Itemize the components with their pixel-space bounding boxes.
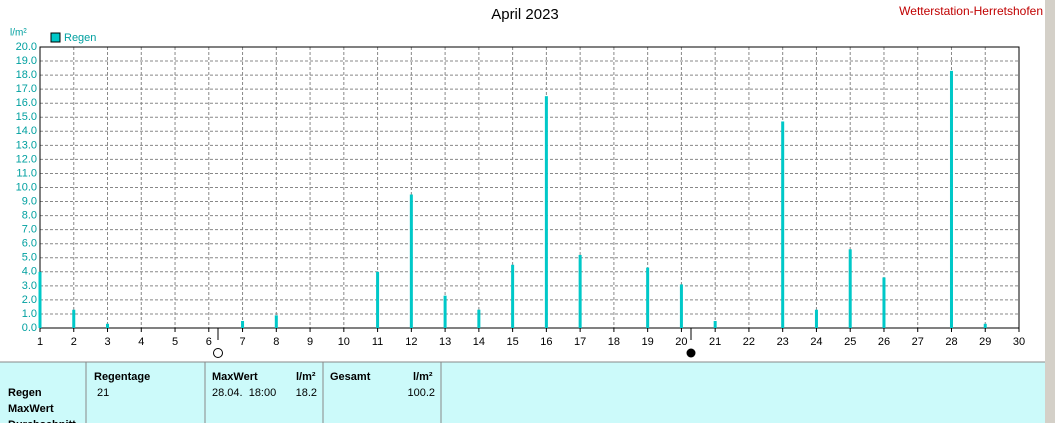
bar: [376, 271, 380, 328]
chart-title: April 2023: [491, 6, 559, 23]
y-tick-label: 1.0: [22, 308, 37, 320]
y-tick-label: 19.0: [16, 55, 37, 67]
y-tick-label: 4.0: [22, 266, 37, 278]
table-cell: 18.2: [296, 387, 317, 399]
bar: [679, 284, 683, 328]
bar: [544, 96, 548, 328]
x-tick-label: 20: [675, 336, 687, 348]
x-tick-label: 14: [473, 336, 485, 348]
bar: [882, 277, 886, 328]
y-tick-label: 16.0: [16, 97, 37, 109]
legend-swatch: [50, 32, 61, 43]
table-header: Regentage: [94, 371, 150, 383]
y-tick-label: 2.0: [22, 294, 37, 306]
x-tick-label: 2: [71, 336, 77, 348]
y-tick-label: 6.0: [22, 238, 37, 250]
x-tick-label: 16: [540, 336, 552, 348]
y-tick-label: 0.0: [22, 322, 37, 334]
y-tick-label: 14.0: [16, 125, 37, 137]
legend-label: Regen: [64, 32, 96, 44]
moon-icons: [213, 328, 696, 358]
bar: [241, 320, 245, 328]
bar: [409, 194, 413, 328]
plot-frame: [39, 46, 1020, 329]
station-name: Wetterstation-Herretshofen: [899, 4, 1043, 18]
y-tick-label: 8.0: [22, 210, 37, 222]
row-label: MaxWert: [8, 403, 54, 415]
y-tick-label: 13.0: [16, 139, 37, 151]
x-tick-label: 30: [1013, 336, 1025, 348]
column-dividers: [85, 362, 442, 423]
y-tick-label: 12.0: [16, 153, 37, 165]
bar: [511, 264, 515, 328]
x-tick-label: 17: [574, 336, 586, 348]
y-tick-label: 20.0: [16, 41, 37, 53]
table-cell: 100.2: [407, 387, 435, 399]
window-edge: [1045, 0, 1055, 423]
x-tick-label: 6: [206, 336, 212, 348]
table-header: Gesamt: [330, 371, 371, 383]
bar: [781, 121, 785, 328]
row-label: Durchschnitt: [8, 419, 76, 423]
bar: [38, 271, 42, 328]
x-tick-label: 13: [439, 336, 451, 348]
x-tick-label: 8: [273, 336, 279, 348]
bar: [274, 315, 278, 328]
x-tick-label: 9: [307, 336, 313, 348]
y-tick-label: 15.0: [16, 111, 37, 123]
bar: [848, 249, 852, 328]
x-tick-label: 21: [709, 336, 721, 348]
bar: [443, 295, 447, 328]
x-tick-label: 11: [372, 336, 383, 348]
y-tick-label: 10.0: [16, 181, 37, 193]
x-tick-label: 7: [239, 336, 245, 348]
x-tick-label: 1: [37, 336, 43, 348]
bar: [72, 309, 76, 328]
y-tick-label: 18.0: [16, 69, 37, 81]
y-tick-label: 17.0: [16, 83, 37, 95]
x-tick-label: 26: [878, 336, 890, 348]
y-tick-label: 3.0: [22, 280, 37, 292]
y-axis-label: l/m²: [10, 28, 27, 39]
y-tick-label: 9.0: [22, 195, 37, 207]
table-cell: 21: [97, 387, 109, 399]
bar: [814, 309, 818, 328]
y-tick-label: 11.0: [16, 167, 37, 179]
bar: [477, 309, 481, 328]
x-tick-label: 27: [912, 336, 924, 348]
x-tick-label: 10: [338, 336, 350, 348]
x-tick-label: 5: [172, 336, 178, 348]
x-tick-label: 3: [104, 336, 110, 348]
stats-panel: [0, 362, 1045, 423]
x-tick-label: 28: [945, 336, 957, 348]
table-header: MaxWert: [212, 371, 258, 383]
bar: [983, 323, 987, 328]
bar: [713, 320, 717, 328]
bar: [949, 70, 953, 328]
x-tick-label: 29: [979, 336, 991, 348]
table-header: l/m²: [413, 371, 433, 383]
y-tick-label: 7.0: [22, 224, 37, 236]
bar: [106, 323, 110, 328]
row-label: Regen: [8, 387, 42, 399]
x-tick-label: 4: [138, 336, 144, 348]
x-tick-label: 18: [608, 336, 620, 348]
x-tick-label: 15: [506, 336, 518, 348]
x-tick-label: 25: [844, 336, 856, 348]
x-tick-label: 22: [743, 336, 755, 348]
x-tick-label: 23: [777, 336, 789, 348]
x-tick-label: 12: [405, 336, 417, 348]
y-tick-label: 5.0: [22, 252, 37, 264]
table-header: l/m²: [296, 371, 316, 383]
bar: [578, 254, 582, 328]
x-tick-label: 19: [642, 336, 654, 348]
bar: [646, 267, 650, 328]
x-tick-label: 24: [810, 336, 822, 348]
table-cell: 28.04. 18:00: [212, 387, 276, 399]
